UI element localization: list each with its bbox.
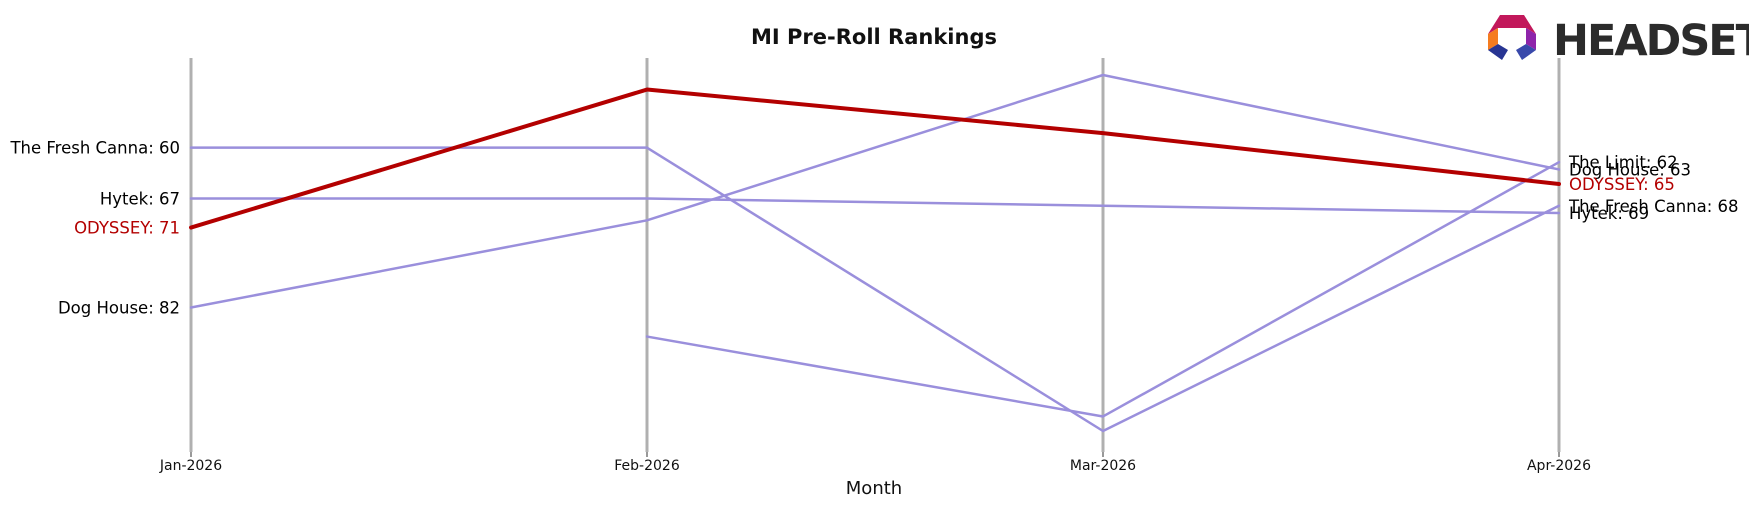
headset-logo: HEADSET <box>1488 15 1749 66</box>
x-axis-ticks: Jan-2026 Feb-2026 Mar-2026 Apr-2026 <box>159 452 1591 474</box>
left-label-hytek: Hytek: 67 <box>100 190 180 209</box>
left-label-dog-house: Dog House: 82 <box>58 298 180 317</box>
logo-text: HEADSET <box>1553 16 1749 66</box>
series-line-hytek <box>189 197 1561 215</box>
x-tick-label: Feb-2026 <box>614 458 680 474</box>
headset-logo-icon <box>1488 15 1536 60</box>
right-label-the-fresh-canna: The Fresh Canna: 68 <box>1568 197 1739 216</box>
series-line-dog-house <box>189 73 1561 309</box>
vertical-gridlines <box>189 58 1561 452</box>
x-tick-label: Jan-2026 <box>159 458 222 474</box>
x-tick-label: Mar-2026 <box>1070 458 1136 474</box>
x-axis-label: Month <box>846 478 902 499</box>
series-line-the-fresh-canna <box>189 146 1561 433</box>
series-lines <box>189 73 1561 433</box>
series-line-odyssey <box>189 87 1561 230</box>
right-label-odyssey: ODYSSEY: 65 <box>1569 175 1675 194</box>
left-label-the-fresh-canna: The Fresh Canna: 60 <box>9 139 180 158</box>
right-label-dog-house: Dog House: 63 <box>1569 160 1691 179</box>
x-tick-label: Apr-2026 <box>1527 458 1591 474</box>
right-label-hytek: Hytek: 69 <box>1569 204 1649 223</box>
chart-title: MI Pre-Roll Rankings <box>751 25 997 49</box>
left-label-odyssey: ODYSSEY: 71 <box>74 219 180 238</box>
series-line-the-limit <box>645 160 1561 418</box>
right-label-the-limit: The Limit: 62 <box>1568 153 1678 172</box>
